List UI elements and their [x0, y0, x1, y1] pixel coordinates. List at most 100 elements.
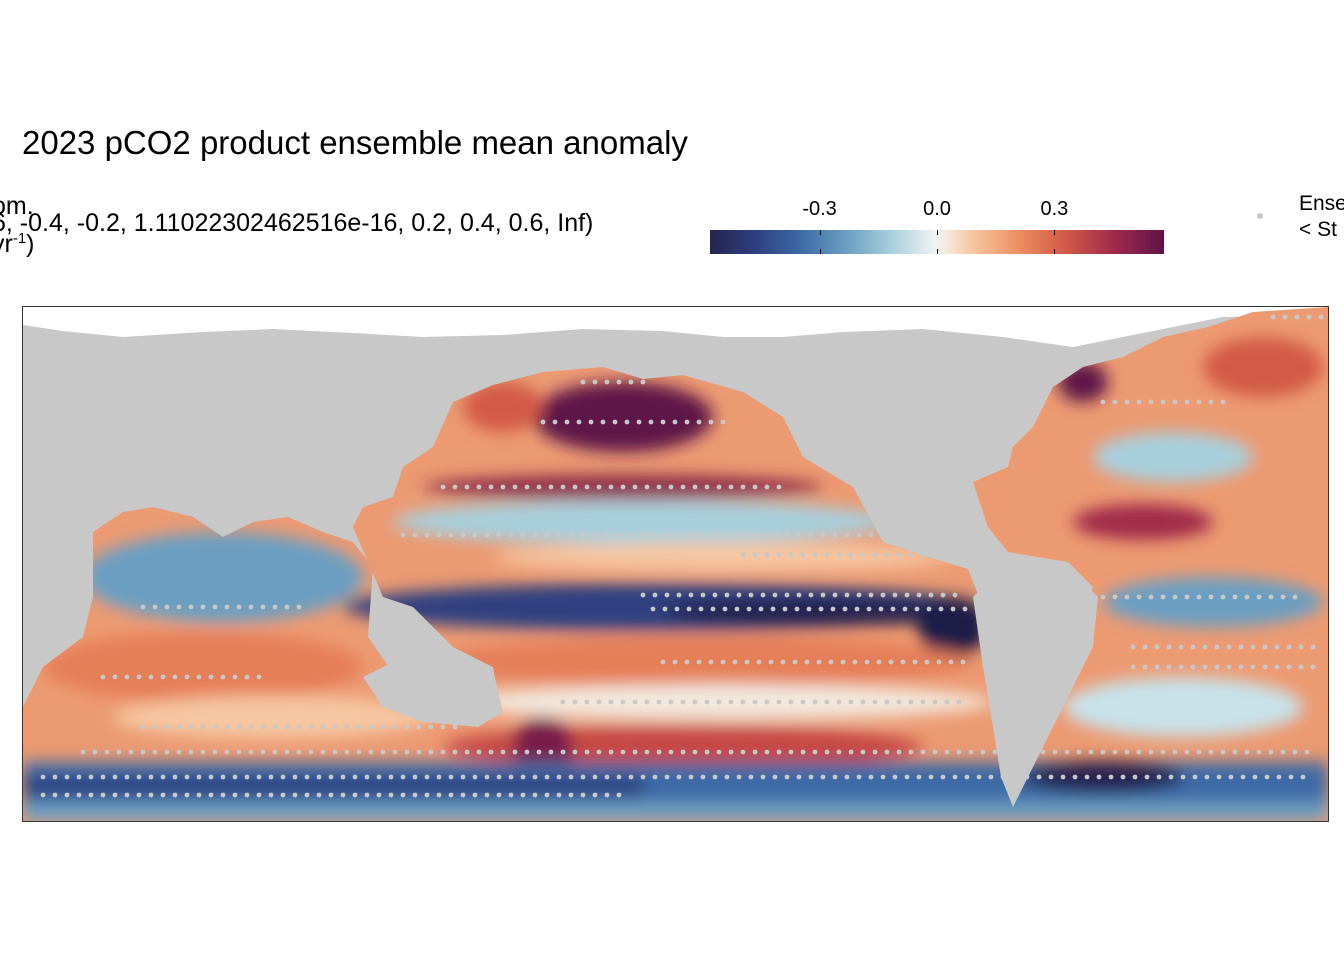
agreement-point	[1100, 749, 1106, 755]
agreement-point	[724, 532, 730, 538]
agreement-point	[708, 659, 714, 665]
agreement-point	[668, 699, 674, 705]
agreement-point	[556, 774, 562, 780]
agreement-point	[1064, 749, 1070, 755]
agreement-point	[560, 699, 566, 705]
agreement-point	[124, 774, 130, 780]
agreement-point	[848, 699, 854, 705]
agreement-point	[148, 774, 154, 780]
agreement-point	[100, 674, 106, 680]
agreement-point	[824, 552, 830, 558]
agreement-point	[1262, 644, 1268, 650]
agreement-point	[1226, 664, 1232, 670]
agreement-point	[1184, 399, 1190, 405]
agreement-point	[236, 604, 242, 610]
agreement-point	[752, 484, 758, 490]
agreement-point	[1124, 594, 1130, 600]
agreement-point	[1214, 664, 1220, 670]
agreement-point	[112, 674, 118, 680]
agreement-point	[736, 532, 742, 538]
anomaly-map	[23, 307, 1328, 821]
agreement-point	[476, 484, 482, 490]
agreement-point	[268, 792, 274, 798]
agreement-point	[676, 532, 682, 538]
agreement-point	[316, 792, 322, 798]
agreement-point	[620, 699, 626, 705]
agreement-point	[746, 606, 752, 612]
agreement-point	[616, 774, 622, 780]
agreement-point	[1220, 594, 1226, 600]
agreement-point	[1202, 644, 1208, 650]
agreement-point	[808, 532, 814, 538]
agreement-point	[452, 484, 458, 490]
agreement-point	[284, 724, 290, 730]
agreement-point	[1052, 749, 1058, 755]
agreement-point	[520, 532, 526, 538]
agreement-point	[856, 532, 862, 538]
agreement-point	[868, 532, 874, 538]
agreement-point	[616, 792, 622, 798]
agreement-point	[632, 484, 638, 490]
agreement-point	[1172, 399, 1178, 405]
agreement-point	[662, 606, 668, 612]
agreement-point	[796, 774, 802, 780]
colorbar-tick-labels: -0.3 0.0 0.3	[0, 198, 1344, 222]
agreement-point	[76, 774, 82, 780]
agreement-point	[1124, 399, 1130, 405]
agreement-point	[1190, 664, 1196, 670]
agreement-point	[112, 774, 118, 780]
agreement-point	[416, 749, 422, 755]
colorbar-tick-mark	[819, 249, 821, 254]
agreement-point	[196, 674, 202, 680]
agreement-point	[88, 792, 94, 798]
agreement-point	[1238, 644, 1244, 650]
agreement-point	[688, 592, 694, 598]
legend-title-line-1: om.	[0, 192, 34, 220]
agreement-point	[932, 749, 938, 755]
agreement-point	[560, 749, 566, 755]
agreement-point	[400, 532, 406, 538]
agreement-point	[80, 749, 86, 755]
agreement-point	[748, 592, 754, 598]
agreement-point	[448, 774, 454, 780]
agreement-point	[866, 606, 872, 612]
agreement-point	[752, 552, 758, 558]
agreement-point	[712, 532, 718, 538]
agreement-point	[1130, 644, 1136, 650]
agreement-point	[824, 749, 830, 755]
agreement-point	[1154, 644, 1160, 650]
agreement-point	[796, 592, 802, 598]
agreement-point	[232, 774, 238, 780]
agreement-point	[920, 552, 926, 558]
agreement-point	[832, 774, 838, 780]
agreement-point	[536, 484, 542, 490]
agreement-point	[344, 724, 350, 730]
agreement-point	[176, 724, 182, 730]
agreement-point	[764, 749, 770, 755]
agreement-point	[940, 592, 946, 598]
agreement-point	[508, 532, 514, 538]
agreement-point	[878, 606, 884, 612]
agreement-point	[272, 724, 278, 730]
agreement-point	[860, 699, 866, 705]
agreement-point	[652, 774, 658, 780]
agreement-point	[296, 724, 302, 730]
agreement-point	[776, 699, 782, 705]
agreement-point	[640, 532, 646, 538]
agreement-point	[1228, 774, 1234, 780]
agreement-point	[424, 532, 430, 538]
ensemble-point-legend: Ense < St	[1254, 190, 1344, 250]
legend-title-line-2: 6, -0.4, -0.2, 1.11022302462516e-16, 0.2…	[0, 209, 594, 237]
agreement-point	[908, 552, 914, 558]
agreement-point	[950, 606, 956, 612]
agreement-point	[524, 749, 530, 755]
agreement-point	[764, 699, 770, 705]
agreement-point	[440, 724, 446, 730]
agreement-point	[1208, 594, 1214, 600]
agreement-point	[1310, 664, 1316, 670]
agreement-point	[124, 792, 130, 798]
agreement-point	[1244, 749, 1250, 755]
agreement-point	[760, 774, 766, 780]
agreement-point	[448, 532, 454, 538]
agreement-point	[722, 606, 728, 612]
